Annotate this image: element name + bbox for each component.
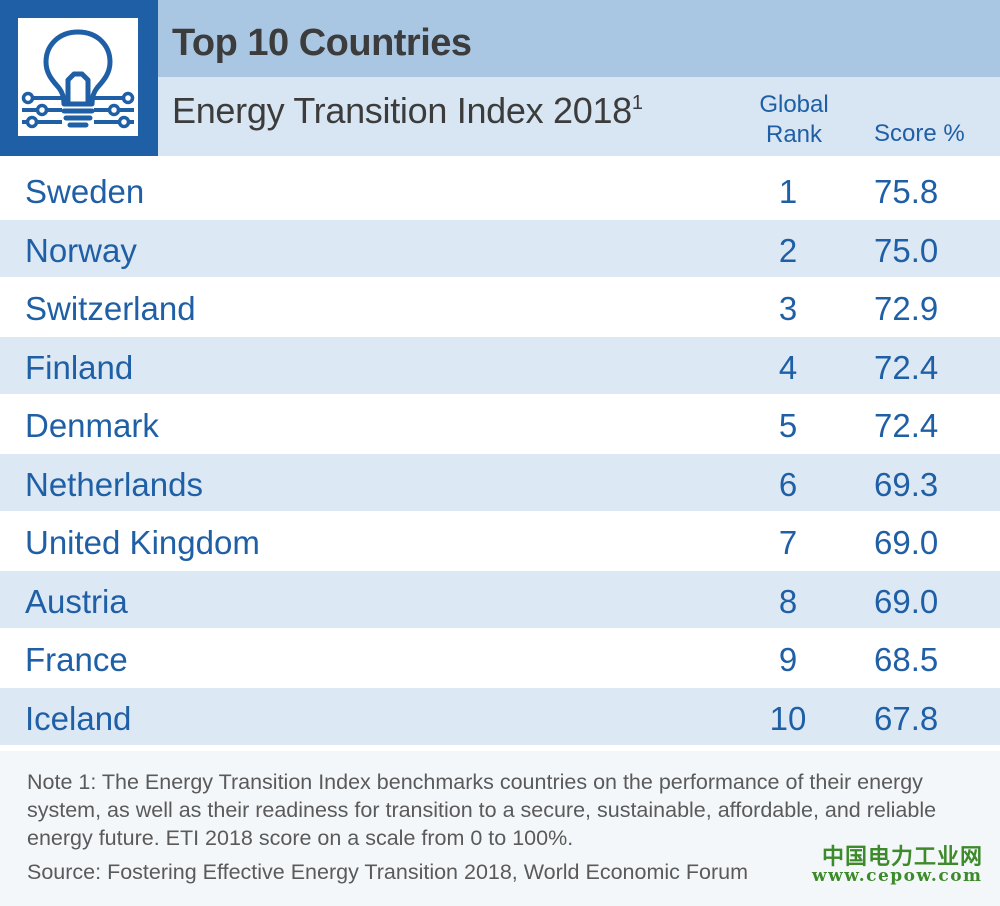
table-row: Finland 4 72.4 [0,336,1000,394]
lightbulb-svg [21,29,135,129]
watermark-url: www.cepow.com [812,866,983,886]
score-value: 69.0 [874,524,939,561]
score-value: 69.0 [874,582,939,620]
footer [0,751,1000,906]
global-rank: 8 [778,582,798,620]
table-row: Sweden 1 75.8 [0,161,1000,218]
subtitle-footnote-mark: 1 [631,92,643,114]
table-row: Denmark 5 72.4 [0,395,1000,452]
score-value: 72.4 [874,407,939,444]
global-rank: 1 [778,173,798,210]
table-row: Switzerland 3 72.9 [0,278,1000,335]
global-rank: 2 [778,231,798,269]
table-row: Iceland 10 67.8 [0,687,1000,745]
score-value: 72.9 [874,290,939,327]
column-header-score: Score % [874,120,965,147]
country-name: United Kingdom [25,524,260,561]
score-value: 72.4 [874,348,939,386]
global-rank: 9 [778,641,798,678]
country-name: Finland [25,348,134,386]
global-rank: 3 [778,290,798,327]
country-name: Netherlands [25,465,203,503]
country-name: Iceland [25,699,132,737]
table-row: Netherlands 6 69.3 [0,453,1000,511]
global-rank: 4 [778,348,798,386]
logo [0,0,158,156]
source-line: Source: Fostering Effective Energy Trans… [27,860,748,884]
subtitle-text: Energy Transition Index 2018 [172,90,632,131]
table-row: Norway 2 75.0 [0,219,1000,277]
title-band [158,0,1000,77]
subtitle-band [158,77,1000,156]
score-value: 75.8 [874,173,939,210]
global-rank: 6 [778,465,798,503]
score-value: 75.0 [874,231,939,269]
score-value: 68.5 [874,641,939,678]
score-value: 69.3 [874,465,939,503]
score-value: 67.8 [874,699,939,737]
column-header-rank: Global Rank [759,91,829,148]
lightbulb-circuit-icon [18,18,138,136]
country-name: Sweden [25,173,145,210]
country-name: Austria [25,582,128,620]
table-row: France 9 68.5 [0,629,1000,686]
page-title: Top 10 Countries [172,22,472,64]
country-name: France [25,641,128,678]
country-name: Switzerland [25,290,196,327]
table-row: Austria 8 69.0 [0,570,1000,628]
page-subtitle: Energy Transition Index 20181 [172,90,643,132]
country-name: Denmark [25,407,159,444]
table-row: United Kingdom 7 69.0 [0,512,1000,569]
global-rank: 10 [769,699,807,737]
global-rank: 7 [778,524,798,561]
footnote: Note 1: The Energy Transition Index benc… [27,770,937,850]
country-name: Norway [25,231,137,269]
global-rank: 5 [778,407,798,444]
watermark-name: 中国电力工业网 [822,844,984,869]
